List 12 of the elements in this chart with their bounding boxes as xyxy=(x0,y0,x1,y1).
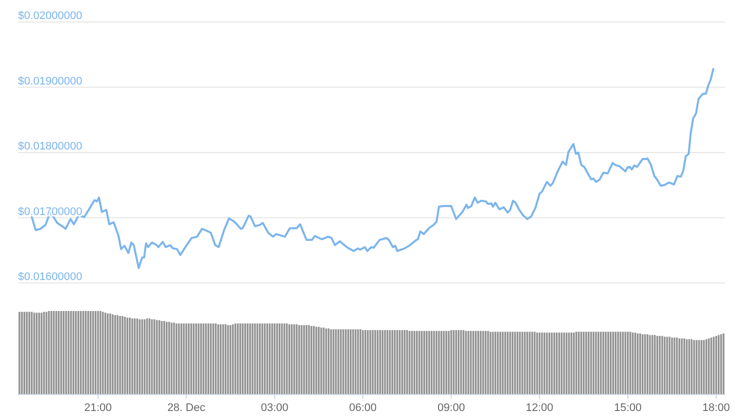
y-tick-label: $0.01600000 xyxy=(18,271,82,283)
x-tick-label: 06:00 xyxy=(349,402,377,414)
x-tick-label: 03:00 xyxy=(260,402,288,414)
y-tick-label: $0.01900000 xyxy=(18,75,82,88)
y-tick-label: $0.01800000 xyxy=(18,140,82,152)
x-tick-label: 09:00 xyxy=(437,402,465,414)
x-tick-label: 18:00 xyxy=(702,402,730,414)
x-tick-label: 21:00 xyxy=(84,402,112,414)
y-tick-label: $0.02000000 xyxy=(18,10,82,22)
x-tick-label: 12:00 xyxy=(526,402,554,414)
x-tick-label: 15:00 xyxy=(614,402,642,414)
x-tick-label: 28. Dec xyxy=(167,402,206,414)
